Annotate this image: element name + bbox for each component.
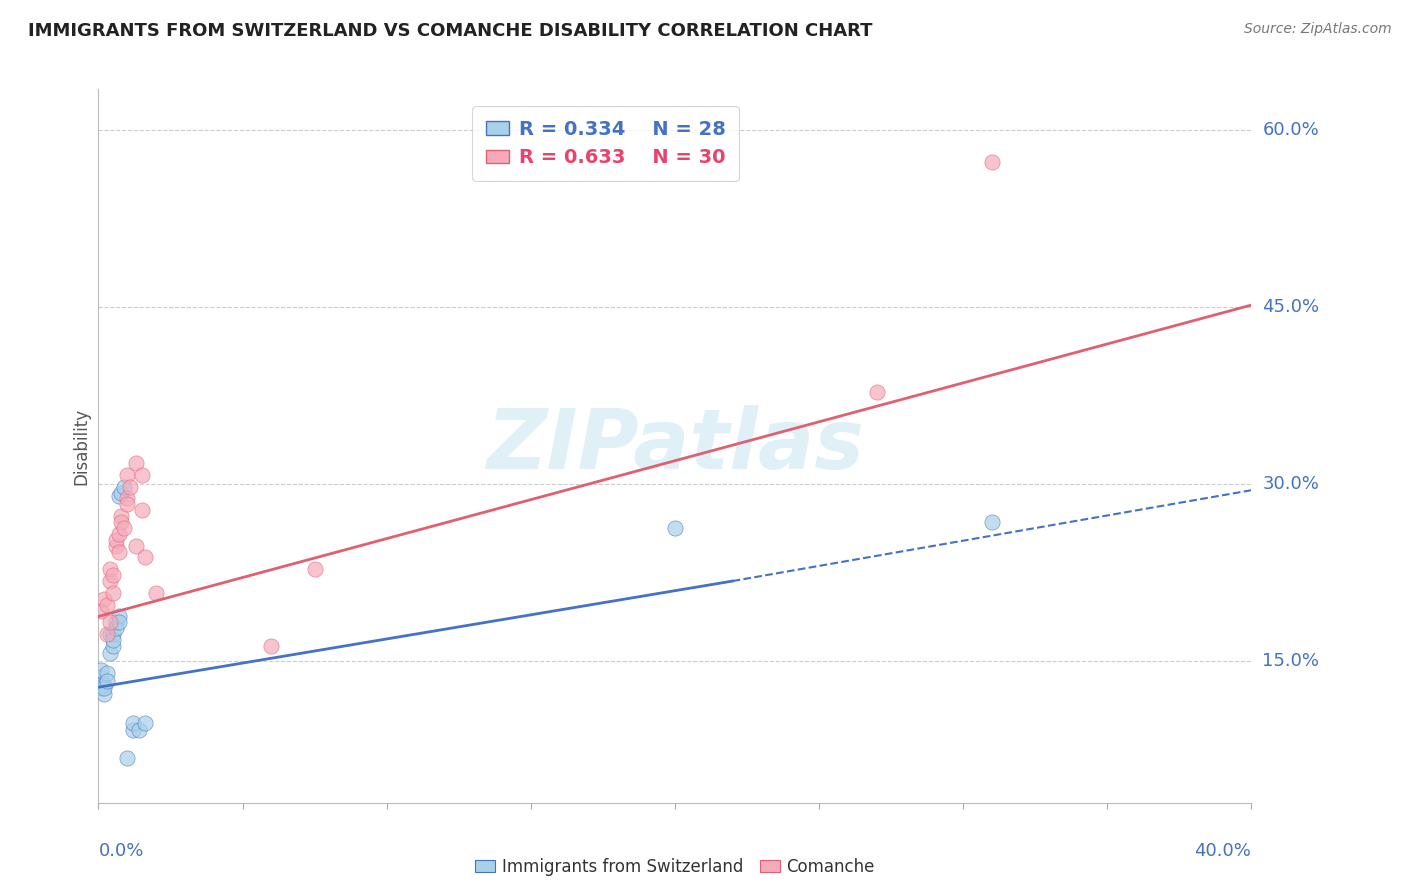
- Point: [117, 751, 138, 765]
- Text: 45.0%: 45.0%: [1263, 299, 1320, 317]
- Point: [110, 509, 132, 524]
- Point: [98, 646, 121, 660]
- Point: [110, 515, 132, 529]
- Point: [101, 568, 124, 582]
- Point: [125, 456, 148, 470]
- Point: [96, 598, 118, 612]
- Point: [101, 627, 124, 641]
- Point: [107, 615, 129, 630]
- Legend: Immigrants from Switzerland, Comanche: Immigrants from Switzerland, Comanche: [475, 857, 875, 876]
- Point: [664, 521, 686, 535]
- Point: [96, 666, 118, 681]
- Point: [981, 515, 1004, 529]
- Point: [866, 385, 889, 400]
- Point: [125, 539, 148, 553]
- Point: [131, 503, 153, 517]
- Point: [107, 527, 129, 541]
- Point: [981, 155, 1004, 169]
- Point: [304, 562, 326, 576]
- Point: [110, 485, 132, 500]
- Point: [101, 639, 124, 653]
- Point: [93, 687, 115, 701]
- Point: [260, 639, 283, 653]
- Text: 40.0%: 40.0%: [1195, 842, 1251, 860]
- Point: [128, 723, 150, 737]
- Point: [117, 467, 138, 482]
- Point: [104, 615, 127, 630]
- Point: [98, 574, 121, 588]
- Point: [90, 678, 112, 692]
- Y-axis label: Disability: Disability: [72, 408, 90, 484]
- Text: IMMIGRANTS FROM SWITZERLAND VS COMANCHE DISABILITY CORRELATION CHART: IMMIGRANTS FROM SWITZERLAND VS COMANCHE …: [28, 22, 873, 40]
- Point: [90, 663, 112, 677]
- Point: [131, 467, 153, 482]
- Point: [107, 544, 129, 558]
- Point: [90, 603, 112, 617]
- Point: [104, 621, 127, 635]
- Point: [98, 627, 121, 641]
- Text: Source: ZipAtlas.com: Source: ZipAtlas.com: [1244, 22, 1392, 37]
- Point: [117, 497, 138, 511]
- Text: 60.0%: 60.0%: [1263, 121, 1319, 139]
- Point: [93, 681, 115, 696]
- Point: [134, 715, 156, 730]
- Point: [122, 723, 145, 737]
- Point: [112, 521, 135, 535]
- Point: [145, 586, 167, 600]
- Point: [93, 678, 115, 692]
- Point: [93, 591, 115, 606]
- Point: [134, 550, 156, 565]
- Point: [117, 491, 138, 506]
- Text: 30.0%: 30.0%: [1263, 475, 1319, 493]
- Point: [96, 674, 118, 689]
- Text: ZIPatlas: ZIPatlas: [486, 406, 863, 486]
- Point: [120, 480, 142, 494]
- Point: [107, 609, 129, 624]
- Point: [104, 533, 127, 547]
- Point: [101, 633, 124, 648]
- Point: [122, 715, 145, 730]
- Text: 15.0%: 15.0%: [1263, 652, 1319, 670]
- Point: [98, 615, 121, 630]
- Point: [90, 681, 112, 696]
- Point: [96, 627, 118, 641]
- Point: [112, 480, 135, 494]
- Point: [101, 586, 124, 600]
- Text: 0.0%: 0.0%: [98, 842, 143, 860]
- Point: [90, 670, 112, 684]
- Point: [107, 489, 129, 503]
- Point: [104, 539, 127, 553]
- Point: [98, 562, 121, 576]
